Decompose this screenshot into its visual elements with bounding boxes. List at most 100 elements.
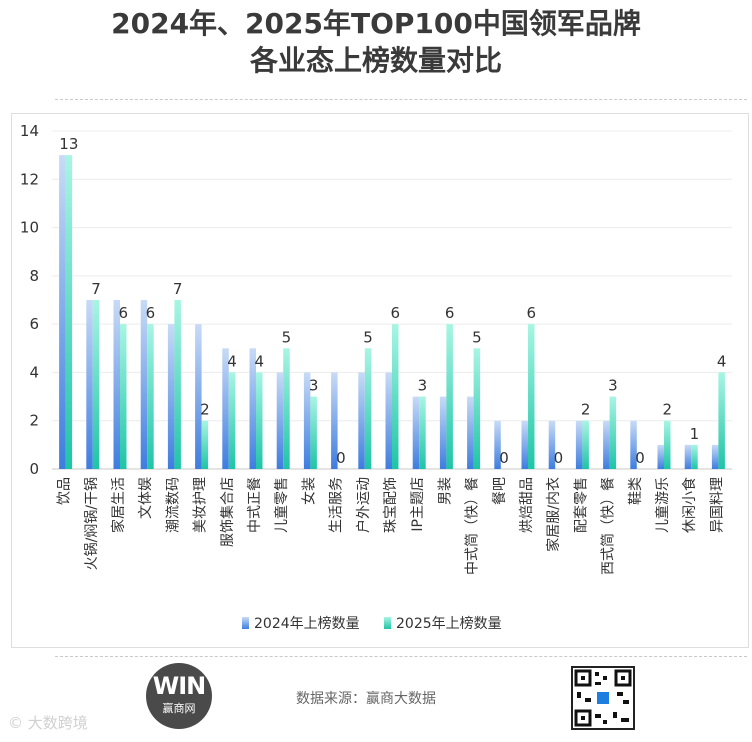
bar-2025 xyxy=(120,324,127,469)
category-label: 儿童游乐 xyxy=(654,477,671,533)
bar-2024 xyxy=(630,420,637,469)
category-label: 异国料理 xyxy=(709,477,725,533)
bar-2024 xyxy=(603,420,610,469)
bar-2024 xyxy=(113,300,120,469)
bar-2025 xyxy=(174,300,181,469)
bar-chart: 0246810121413饮品7火锅/焖锅/干锅6家居生活6文体娱7潮流数码2美… xyxy=(20,122,732,632)
data-source: 数据来源：赢商大数据 xyxy=(296,691,436,707)
y-tick-label: 0 xyxy=(29,460,39,478)
category-label: 休闲小食 xyxy=(681,477,698,533)
bar-2024 xyxy=(657,444,664,469)
y-tick-label: 6 xyxy=(29,315,39,333)
qr-code-pattern xyxy=(574,669,632,727)
bar-2024 xyxy=(86,300,93,469)
bar-2024 xyxy=(575,420,583,469)
bar-2024 xyxy=(249,348,256,469)
data-label: 3 xyxy=(418,377,428,395)
y-tick-label: 8 xyxy=(29,267,39,285)
bar-2025 xyxy=(419,396,426,469)
category-label: 女装 xyxy=(300,477,317,505)
qr-code-icon xyxy=(571,666,635,730)
category-label: 饮品 xyxy=(57,477,73,505)
category-label: 男装 xyxy=(437,477,453,505)
bar-2024 xyxy=(385,372,392,469)
category-label: 餐吧 xyxy=(492,477,508,505)
winshang-logo: WIN 赢商网 xyxy=(146,663,212,729)
bar-2024 xyxy=(167,324,175,469)
data-label: 6 xyxy=(390,304,400,322)
bar-2025 xyxy=(473,348,481,469)
data-label: 6 xyxy=(445,304,455,322)
category-label: 户外运动 xyxy=(355,477,372,533)
category-label: 中式简（快）餐 xyxy=(464,477,481,575)
y-tick-label: 4 xyxy=(29,363,39,381)
bottom-divider xyxy=(55,656,747,657)
chart-title-line1: 2024年、2025年TOP100中国领军品牌 xyxy=(111,7,641,40)
watermark: © 大数跨境 xyxy=(8,714,88,732)
data-label: 0 xyxy=(635,449,645,467)
legend-swatch xyxy=(242,617,249,629)
y-tick-label: 10 xyxy=(20,219,39,237)
data-label: 4 xyxy=(717,352,727,370)
bar-2025 xyxy=(582,420,589,469)
data-label: 2 xyxy=(581,401,591,419)
data-label: 6 xyxy=(146,304,156,322)
bar-2024 xyxy=(439,396,447,469)
data-label: 0 xyxy=(499,449,509,467)
bar-2024 xyxy=(331,372,338,469)
category-label: 家居服/内衣 xyxy=(545,477,562,552)
data-label: 1 xyxy=(690,425,700,443)
bar-2025 xyxy=(664,420,671,469)
y-tick-label: 12 xyxy=(20,170,39,188)
bar-2024 xyxy=(494,420,501,469)
data-label: 5 xyxy=(363,328,373,346)
y-tick-label: 14 xyxy=(20,122,39,140)
category-label: 西式简（快）餐 xyxy=(600,477,617,575)
bar-2024 xyxy=(548,420,556,469)
data-label: 6 xyxy=(118,304,128,322)
category-label: 珠宝配饰 xyxy=(383,477,399,533)
data-label: 2 xyxy=(662,401,672,419)
bar-2024 xyxy=(140,300,148,469)
category-label: 文体娱 xyxy=(138,477,154,519)
bar-2025 xyxy=(92,300,100,469)
bar-2025 xyxy=(392,324,399,469)
category-label: IP主题店 xyxy=(410,477,426,532)
data-label: 3 xyxy=(608,377,618,395)
bar-2025 xyxy=(691,444,698,469)
bar-2025 xyxy=(228,372,236,469)
legend-swatch xyxy=(384,617,391,629)
bar-2024 xyxy=(276,372,284,469)
category-label: 潮流数码 xyxy=(165,477,181,533)
bar-2025 xyxy=(364,348,372,469)
y-tick-label: 2 xyxy=(29,412,39,430)
bar-2025 xyxy=(283,348,290,469)
legend-label: 2025年上榜数量 xyxy=(396,615,502,632)
category-label: 鞋类 xyxy=(628,477,644,505)
data-label: 2 xyxy=(200,401,210,419)
logo-main-text: WIN xyxy=(152,672,207,700)
data-label: 3 xyxy=(309,377,319,395)
bar-2024 xyxy=(222,348,229,469)
bar-2025 xyxy=(256,372,263,469)
category-label: 生活服务 xyxy=(329,477,345,533)
data-label: 5 xyxy=(472,328,482,346)
data-label: 13 xyxy=(59,135,78,153)
data-label: 0 xyxy=(554,449,564,467)
data-label: 6 xyxy=(526,304,536,322)
category-label: 烘焙甜品 xyxy=(519,477,535,533)
chart-title-line2: 各业态上榜数量对比 xyxy=(249,44,502,77)
data-label: 0 xyxy=(336,449,346,467)
bar-2024 xyxy=(303,372,311,469)
bar-2025 xyxy=(65,155,73,469)
top-divider xyxy=(55,99,747,100)
category-label: 家居生活 xyxy=(110,477,127,533)
bar-2025 xyxy=(201,420,209,469)
category-label: 美妆护理 xyxy=(193,477,209,533)
bar-2024 xyxy=(358,372,365,469)
bar-2025 xyxy=(310,396,317,469)
bar-2025 xyxy=(718,372,725,469)
chart-container: 0 2 4 6 8 10 12 14 13 饮品 7 火锅/焖锅/干锅 6 家居生活 6 文体娱 7 潮流数码 2 美… xyxy=(11,113,749,648)
bar-2025 xyxy=(147,324,154,469)
category-label: 配套零售 xyxy=(573,477,589,533)
